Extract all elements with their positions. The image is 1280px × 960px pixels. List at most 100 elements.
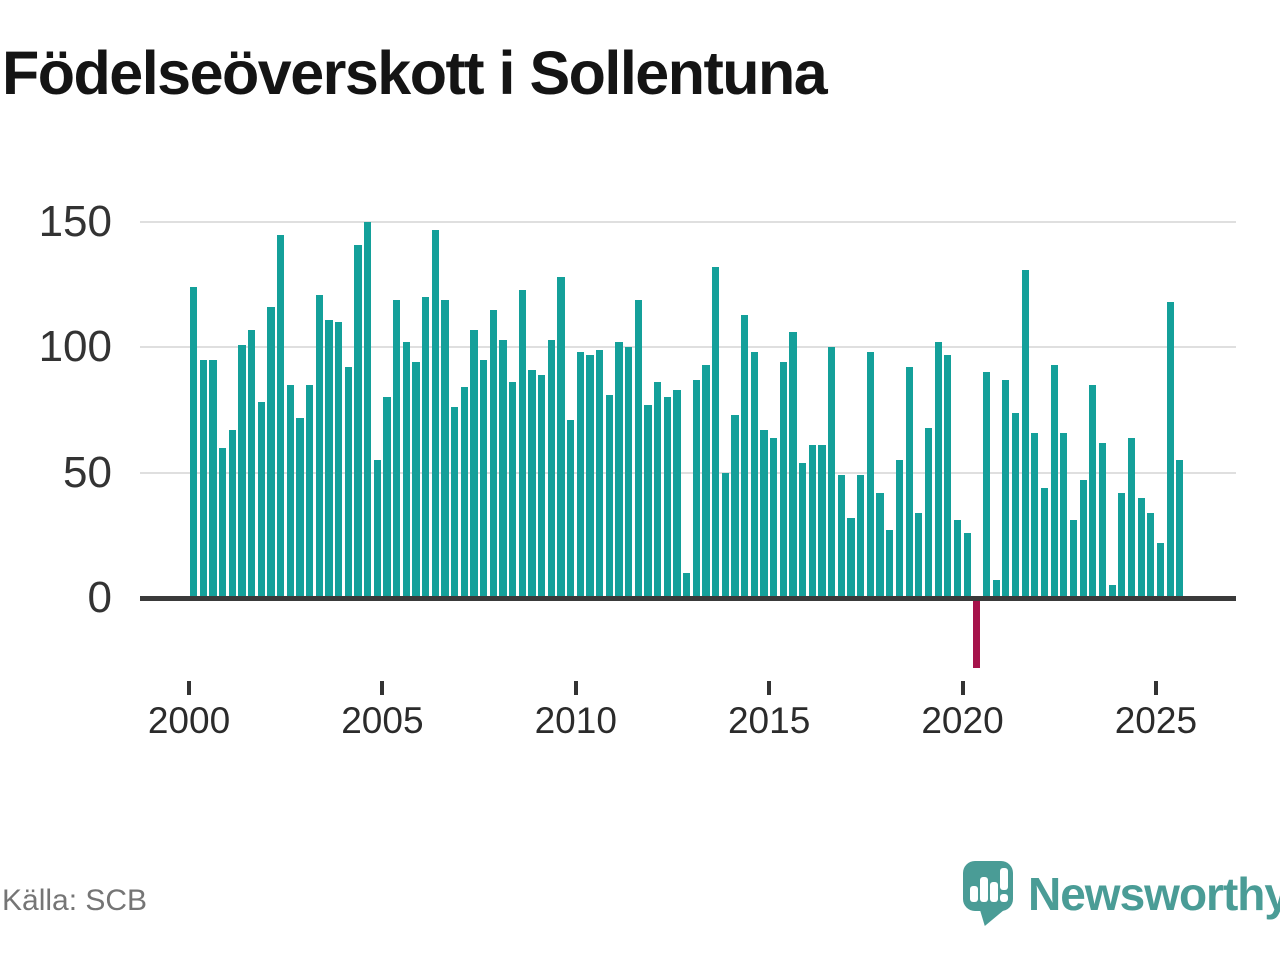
bar bbox=[431, 229, 439, 598]
bar bbox=[789, 332, 797, 598]
bar bbox=[286, 384, 294, 598]
bar bbox=[451, 407, 459, 598]
bar bbox=[1031, 432, 1039, 598]
x-tick-label: 2020 bbox=[921, 700, 1004, 741]
bar bbox=[1040, 487, 1049, 598]
bar bbox=[509, 382, 517, 598]
y-gridline bbox=[140, 471, 1236, 474]
bar bbox=[528, 369, 536, 598]
x-tick-label: 2005 bbox=[341, 700, 424, 741]
bar bbox=[1089, 384, 1097, 598]
bar bbox=[412, 362, 420, 598]
newsworthy-wordmark: Newsworthy bbox=[1028, 868, 1280, 920]
bar bbox=[837, 475, 845, 598]
bar bbox=[364, 221, 372, 598]
bar bbox=[1060, 432, 1068, 598]
bar bbox=[1021, 269, 1029, 598]
bar bbox=[625, 347, 633, 598]
bar bbox=[953, 520, 962, 598]
bar bbox=[219, 447, 227, 598]
x-axis-baseline bbox=[140, 596, 1236, 601]
bar bbox=[335, 322, 343, 598]
bar bbox=[876, 492, 884, 598]
bar bbox=[586, 354, 594, 598]
bar bbox=[634, 299, 642, 598]
bar bbox=[1156, 542, 1165, 598]
bar bbox=[422, 297, 430, 598]
bar bbox=[238, 344, 246, 598]
logo-exclamation-icon bbox=[1000, 868, 1008, 890]
bar bbox=[354, 244, 362, 598]
bar bbox=[721, 472, 729, 598]
x-tick-label: 2010 bbox=[534, 700, 617, 741]
bar bbox=[567, 420, 575, 598]
bar bbox=[818, 445, 826, 598]
bar bbox=[518, 289, 526, 598]
bar bbox=[1011, 412, 1020, 598]
bar bbox=[895, 460, 904, 598]
bar bbox=[644, 404, 652, 598]
bar bbox=[808, 445, 816, 598]
chart-title: Födelseöverskott i Sollentuna bbox=[2, 39, 828, 107]
bar bbox=[924, 427, 933, 598]
y-axis-label: 150 bbox=[38, 196, 112, 246]
x-tick bbox=[573, 681, 578, 695]
bar bbox=[741, 314, 749, 598]
bar bbox=[199, 359, 207, 598]
bar bbox=[654, 382, 662, 598]
bar bbox=[228, 430, 236, 598]
bar bbox=[1137, 497, 1145, 598]
bar bbox=[760, 430, 768, 598]
bar bbox=[402, 342, 410, 598]
bar bbox=[1002, 379, 1010, 598]
bar bbox=[209, 359, 217, 598]
bar bbox=[905, 367, 913, 598]
y-gridline bbox=[140, 346, 1236, 349]
bar bbox=[383, 397, 391, 598]
bar bbox=[557, 277, 565, 598]
bar bbox=[1147, 512, 1155, 598]
bar bbox=[673, 389, 681, 598]
bar bbox=[325, 319, 333, 598]
bar bbox=[615, 342, 623, 598]
logo-chart-bar-icon bbox=[990, 882, 998, 902]
bar bbox=[663, 397, 671, 598]
x-tick bbox=[767, 681, 772, 695]
bar bbox=[712, 267, 720, 598]
bar bbox=[1108, 585, 1116, 598]
bar bbox=[1050, 364, 1058, 598]
bar bbox=[296, 417, 304, 598]
bar bbox=[770, 437, 778, 598]
x-tick bbox=[960, 681, 965, 695]
bar bbox=[190, 287, 198, 598]
x-tick bbox=[1153, 681, 1158, 695]
bar bbox=[257, 402, 265, 598]
bar bbox=[915, 512, 923, 598]
bar bbox=[277, 234, 285, 598]
bar bbox=[470, 329, 478, 598]
newsworthy-bubble-icon bbox=[963, 861, 1013, 911]
bar bbox=[1069, 520, 1078, 598]
bar bbox=[857, 475, 865, 598]
bar bbox=[1166, 302, 1174, 598]
bar bbox=[306, 384, 314, 598]
bar bbox=[344, 367, 352, 598]
bar bbox=[702, 364, 710, 598]
x-tick bbox=[380, 681, 385, 695]
logo-chart-bar-icon bbox=[980, 877, 988, 902]
newsworthy-bubble-tail bbox=[980, 910, 1004, 926]
bar bbox=[1127, 437, 1136, 598]
bar bbox=[576, 352, 584, 598]
bar bbox=[683, 572, 691, 598]
bar bbox=[866, 352, 875, 598]
x-tick bbox=[187, 681, 191, 695]
bar bbox=[731, 415, 739, 598]
y-axis-label: 50 bbox=[63, 447, 112, 497]
bar bbox=[944, 354, 952, 598]
logo-chart-bar-icon bbox=[970, 886, 978, 902]
bar bbox=[1098, 442, 1107, 598]
x-tick-label: 2015 bbox=[727, 700, 811, 741]
bar bbox=[828, 347, 836, 598]
y-axis-label: 100 bbox=[38, 322, 112, 372]
